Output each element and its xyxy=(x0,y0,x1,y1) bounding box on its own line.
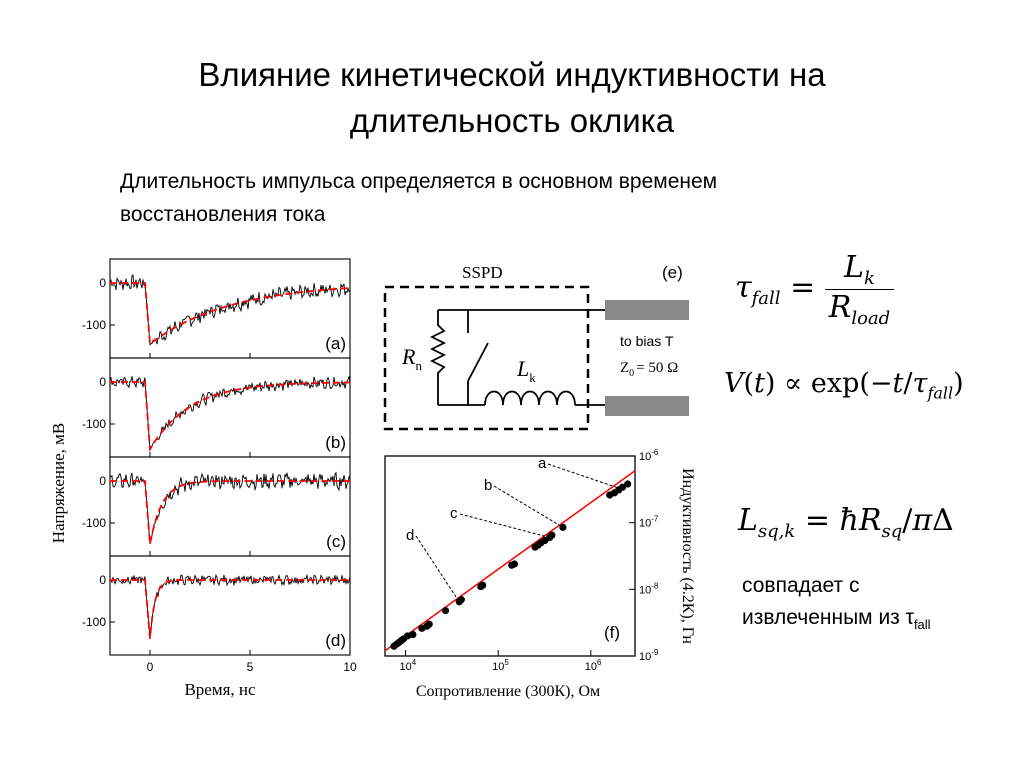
scatter-point xyxy=(457,596,465,604)
measured-trace xyxy=(109,274,351,346)
scatter-y-tick-label: 10-8 xyxy=(639,581,659,596)
waveform-panel-frame xyxy=(109,456,351,557)
bias-label: to bias T xyxy=(620,333,674,349)
scatter-frame xyxy=(384,455,636,657)
annotation-leader xyxy=(493,485,564,528)
formula-tau-fall: τfall = Lk Rload xyxy=(735,250,895,329)
waveform-y-tick-label: 0 xyxy=(99,375,106,389)
circuit-diagram: SSPD (e) Rn Lk to bias T Z0 = 50 Ω xyxy=(383,263,689,431)
note-line-2: извлеченным из τfall xyxy=(742,606,931,633)
waveform-y-tick-label: -100 xyxy=(82,318,106,332)
scatter-fit-line xyxy=(384,470,636,652)
fit-trace xyxy=(110,480,350,545)
title-line-1: Влияние кинетической индуктивности на xyxy=(198,56,826,93)
scatter-point xyxy=(510,560,519,568)
scatter-point xyxy=(548,531,556,539)
lk-label: Lk xyxy=(516,356,536,385)
fit-trace xyxy=(110,282,351,346)
formula-voltage: V(t) ∝ exp(−t/τfall) xyxy=(724,368,964,403)
scatter-y-tick-label: 10-7 xyxy=(639,515,659,530)
coax-top xyxy=(605,300,689,320)
scatter-point xyxy=(441,606,450,615)
scatter-point xyxy=(409,630,417,639)
panel-f-label: (f) xyxy=(604,623,620,642)
waveform-y-tick-label: 0 xyxy=(99,573,106,587)
waveform-x-tick-label: 5 xyxy=(247,660,254,674)
fit-trace xyxy=(110,381,350,453)
formula-inductance: Lsq,k = ħRsq/πΔ xyxy=(738,503,954,542)
waveform-y-tick-label: 0 xyxy=(99,474,106,488)
annotation-leader xyxy=(415,535,460,603)
waveform-x-tick-label: 10 xyxy=(343,660,357,674)
scatter-y-tick-label: 10-6 xyxy=(639,448,659,463)
scatter-point xyxy=(624,480,632,488)
scatter-x-tick-label: 105 xyxy=(492,658,509,673)
waveform-panel-frame xyxy=(109,555,351,656)
waveform-y-tick-label: -100 xyxy=(82,516,106,530)
fit-trace xyxy=(110,579,350,639)
waveform-panel-label: (b) xyxy=(325,433,346,452)
subtitle-line-2: восстановления тока xyxy=(120,203,326,226)
waveform-ylabel: Напряжение, мВ xyxy=(49,423,68,543)
z0-label: Z0 = 50 Ω xyxy=(620,360,678,379)
waveform-y-tick-label: -100 xyxy=(82,417,106,431)
inductor-lk xyxy=(484,390,576,406)
scatter-point xyxy=(425,620,433,628)
waveform-x-tick-label: 0 xyxy=(147,660,154,674)
scatter-point xyxy=(618,483,627,491)
waveform-y-tick-label: 0 xyxy=(99,276,106,290)
sspd-box xyxy=(383,285,590,431)
annotation-label: d xyxy=(406,527,414,544)
waveform-chart: 0 -100 (a) 0 -100 (b) 0 -100 (c) 0 -100 (d) 0 5 10 Нап… xyxy=(49,258,357,699)
scatter-point xyxy=(479,581,487,589)
slide-subtitle: Длительность импульса определяется в осн… xyxy=(120,165,980,231)
scatter-x-tick-label: 106 xyxy=(585,658,602,673)
title-line-2: длительность оклика xyxy=(349,102,675,139)
scatter-ylabel: Индуктивность (4.2К), Гн xyxy=(679,468,696,644)
sspd-label: SSPD xyxy=(462,263,503,282)
annotation-label: c xyxy=(450,505,458,522)
measured-trace xyxy=(109,376,351,451)
subtitle-line-1: Длительность импульса определяется в осн… xyxy=(120,170,718,193)
switch xyxy=(467,342,489,382)
slide-title: Влияние кинетической индуктивности на дл… xyxy=(0,52,1024,144)
inductance-chart: 104 105 106 10-9 10-8 10-7 10-6 a b c d Сопротивле… xyxy=(384,448,696,700)
measured-trace xyxy=(109,471,351,545)
note-text: совпадает с извлеченным из τfall xyxy=(742,570,931,641)
scatter-y-tick-label: 10-9 xyxy=(639,648,659,663)
coax-bottom xyxy=(605,396,689,416)
annotation-leader xyxy=(547,463,619,489)
waveform-y-tick-label: -100 xyxy=(82,615,106,629)
scatter-xlabel: Сопротивление (300К), Ом xyxy=(416,683,600,700)
annotation-label: a xyxy=(538,455,547,472)
waveform-panel-label: (d) xyxy=(325,631,346,650)
rn-label: Rn xyxy=(401,344,422,373)
note-line-1: совпадает с xyxy=(742,574,860,597)
panel-e-label: (e) xyxy=(662,263,683,282)
waveform-panel-frame xyxy=(109,258,351,359)
scatter-x-tick-label: 104 xyxy=(400,658,417,673)
resistor-rn xyxy=(429,315,447,405)
annotation-label: b xyxy=(484,477,492,494)
waveform-xlabel: Время, нс xyxy=(184,680,256,699)
waveform-panel-label: (a) xyxy=(325,334,346,353)
waveform-panel-label: (c) xyxy=(326,532,346,551)
scatter-point xyxy=(559,523,567,531)
annotation-leader xyxy=(459,513,550,538)
